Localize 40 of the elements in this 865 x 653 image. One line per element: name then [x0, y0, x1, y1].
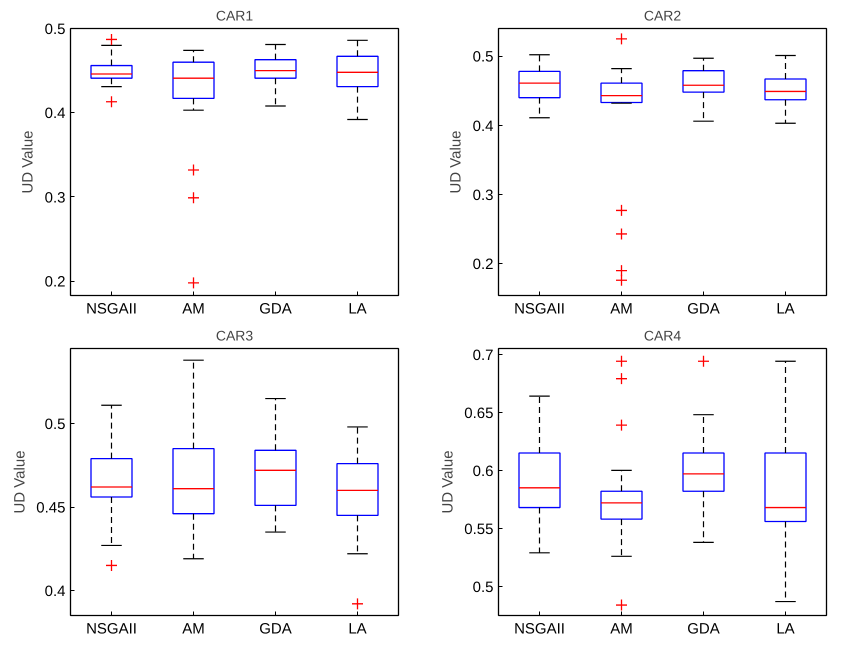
x-tick-label: LA	[776, 300, 795, 318]
x-tick-label: LA	[348, 300, 367, 318]
y-tick-label: 0.6	[472, 462, 494, 480]
x-tick-label: AM	[610, 300, 633, 318]
y-tick-label: 0.4	[44, 582, 66, 600]
y-axis-title: UD Value	[439, 450, 456, 514]
y-tick-label: 0.5	[44, 21, 66, 38]
y-tick-label: 0.2	[472, 256, 494, 274]
x-tick-label: LA	[348, 620, 367, 638]
y-tick-label: 0.4	[44, 105, 66, 122]
x-tick-label: LA	[776, 620, 795, 638]
chart-title: CAR2	[644, 8, 682, 24]
y-tick-label: 0.65	[464, 404, 494, 422]
y-tick-label: 0.4	[472, 118, 494, 135]
x-tick-label: GDA	[259, 620, 292, 638]
x-tick-label: AM	[182, 300, 205, 318]
chart-title: CAR3	[216, 328, 254, 344]
y-tick-label: 0.2	[44, 274, 66, 291]
y-tick-label: 0.5	[472, 578, 494, 596]
y-tick-label: 0.5	[472, 48, 494, 66]
y-axis-title: UD Value	[20, 130, 37, 194]
y-tick-label: 0.7	[472, 346, 494, 364]
x-tick-label: GDA	[687, 300, 720, 318]
y-tick-label: 0.3	[472, 187, 494, 204]
x-tick-label: NSGAII	[86, 620, 137, 638]
y-tick-label: 0.3	[44, 189, 66, 206]
y-tick-label: 0.55	[464, 520, 494, 538]
x-tick-label: AM	[610, 620, 633, 638]
chart-title: CAR1	[216, 8, 254, 24]
x-tick-label: GDA	[259, 300, 292, 318]
y-axis-title: UD Value	[11, 450, 28, 514]
x-tick-label: NSGAII	[514, 620, 565, 638]
x-tick-label: GDA	[687, 620, 720, 638]
x-tick-label: AM	[182, 620, 205, 638]
chart-title: CAR4	[644, 328, 682, 344]
y-axis-title: UD Value	[448, 130, 465, 194]
y-tick-label: 0.45	[36, 500, 66, 517]
x-tick-label: NSGAII	[514, 300, 565, 318]
x-tick-label: NSGAII	[86, 300, 137, 318]
y-tick-label: 0.5	[44, 416, 66, 434]
